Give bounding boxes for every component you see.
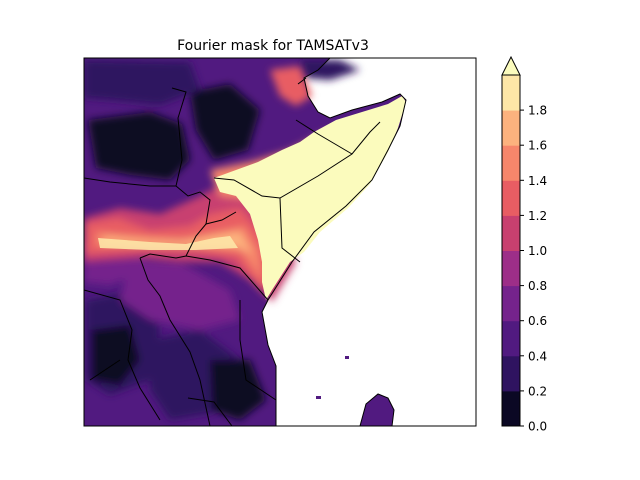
island-speck-2 bbox=[316, 396, 321, 399]
colorbar-tick-label: 0.0 bbox=[528, 420, 547, 434]
colorbar-extend-max bbox=[501, 55, 521, 76]
colorbar-segment bbox=[502, 390, 520, 427]
colorbar: 0.0 0.2 0.4 0.6 0.8 1.0 1.2 1.4 1.6 1.8 bbox=[501, 55, 547, 434]
colorbar-tick-label: 0.8 bbox=[528, 279, 547, 293]
colorbar-tick-label: 0.6 bbox=[528, 314, 547, 328]
colorbar-tick-label: 1.4 bbox=[528, 174, 547, 188]
colorbar-segment bbox=[502, 215, 520, 251]
colorbar-tick-label: 1.8 bbox=[528, 104, 547, 118]
colorbar-segment bbox=[502, 180, 520, 216]
country-borders bbox=[84, 58, 407, 426]
low-value-regions bbox=[84, 60, 360, 420]
colorbar-tick-label: 0.2 bbox=[528, 384, 547, 398]
colorbar-segment bbox=[502, 285, 520, 322]
map-frame bbox=[83, 57, 477, 427]
colorbar-segment bbox=[502, 250, 520, 287]
island-speck bbox=[345, 356, 349, 359]
map-title: Fourier mask for TAMSATv3 bbox=[177, 38, 369, 54]
colorbar-tick-label: 0.4 bbox=[528, 349, 547, 363]
colorbar-tick-label: 1.0 bbox=[528, 244, 547, 258]
colorbar-tick-label: 1.6 bbox=[528, 139, 547, 153]
colorbar-segment bbox=[502, 320, 520, 357]
colorbar-segment bbox=[502, 145, 520, 181]
map-panel bbox=[84, 58, 476, 426]
island-outline bbox=[359, 393, 395, 426]
colorbar-segment bbox=[502, 75, 520, 111]
colorbar-segment bbox=[502, 355, 520, 392]
high-value-band-west bbox=[98, 236, 238, 250]
colorbar-segment bbox=[502, 110, 520, 146]
colorbar-tick-label: 1.2 bbox=[528, 209, 547, 223]
